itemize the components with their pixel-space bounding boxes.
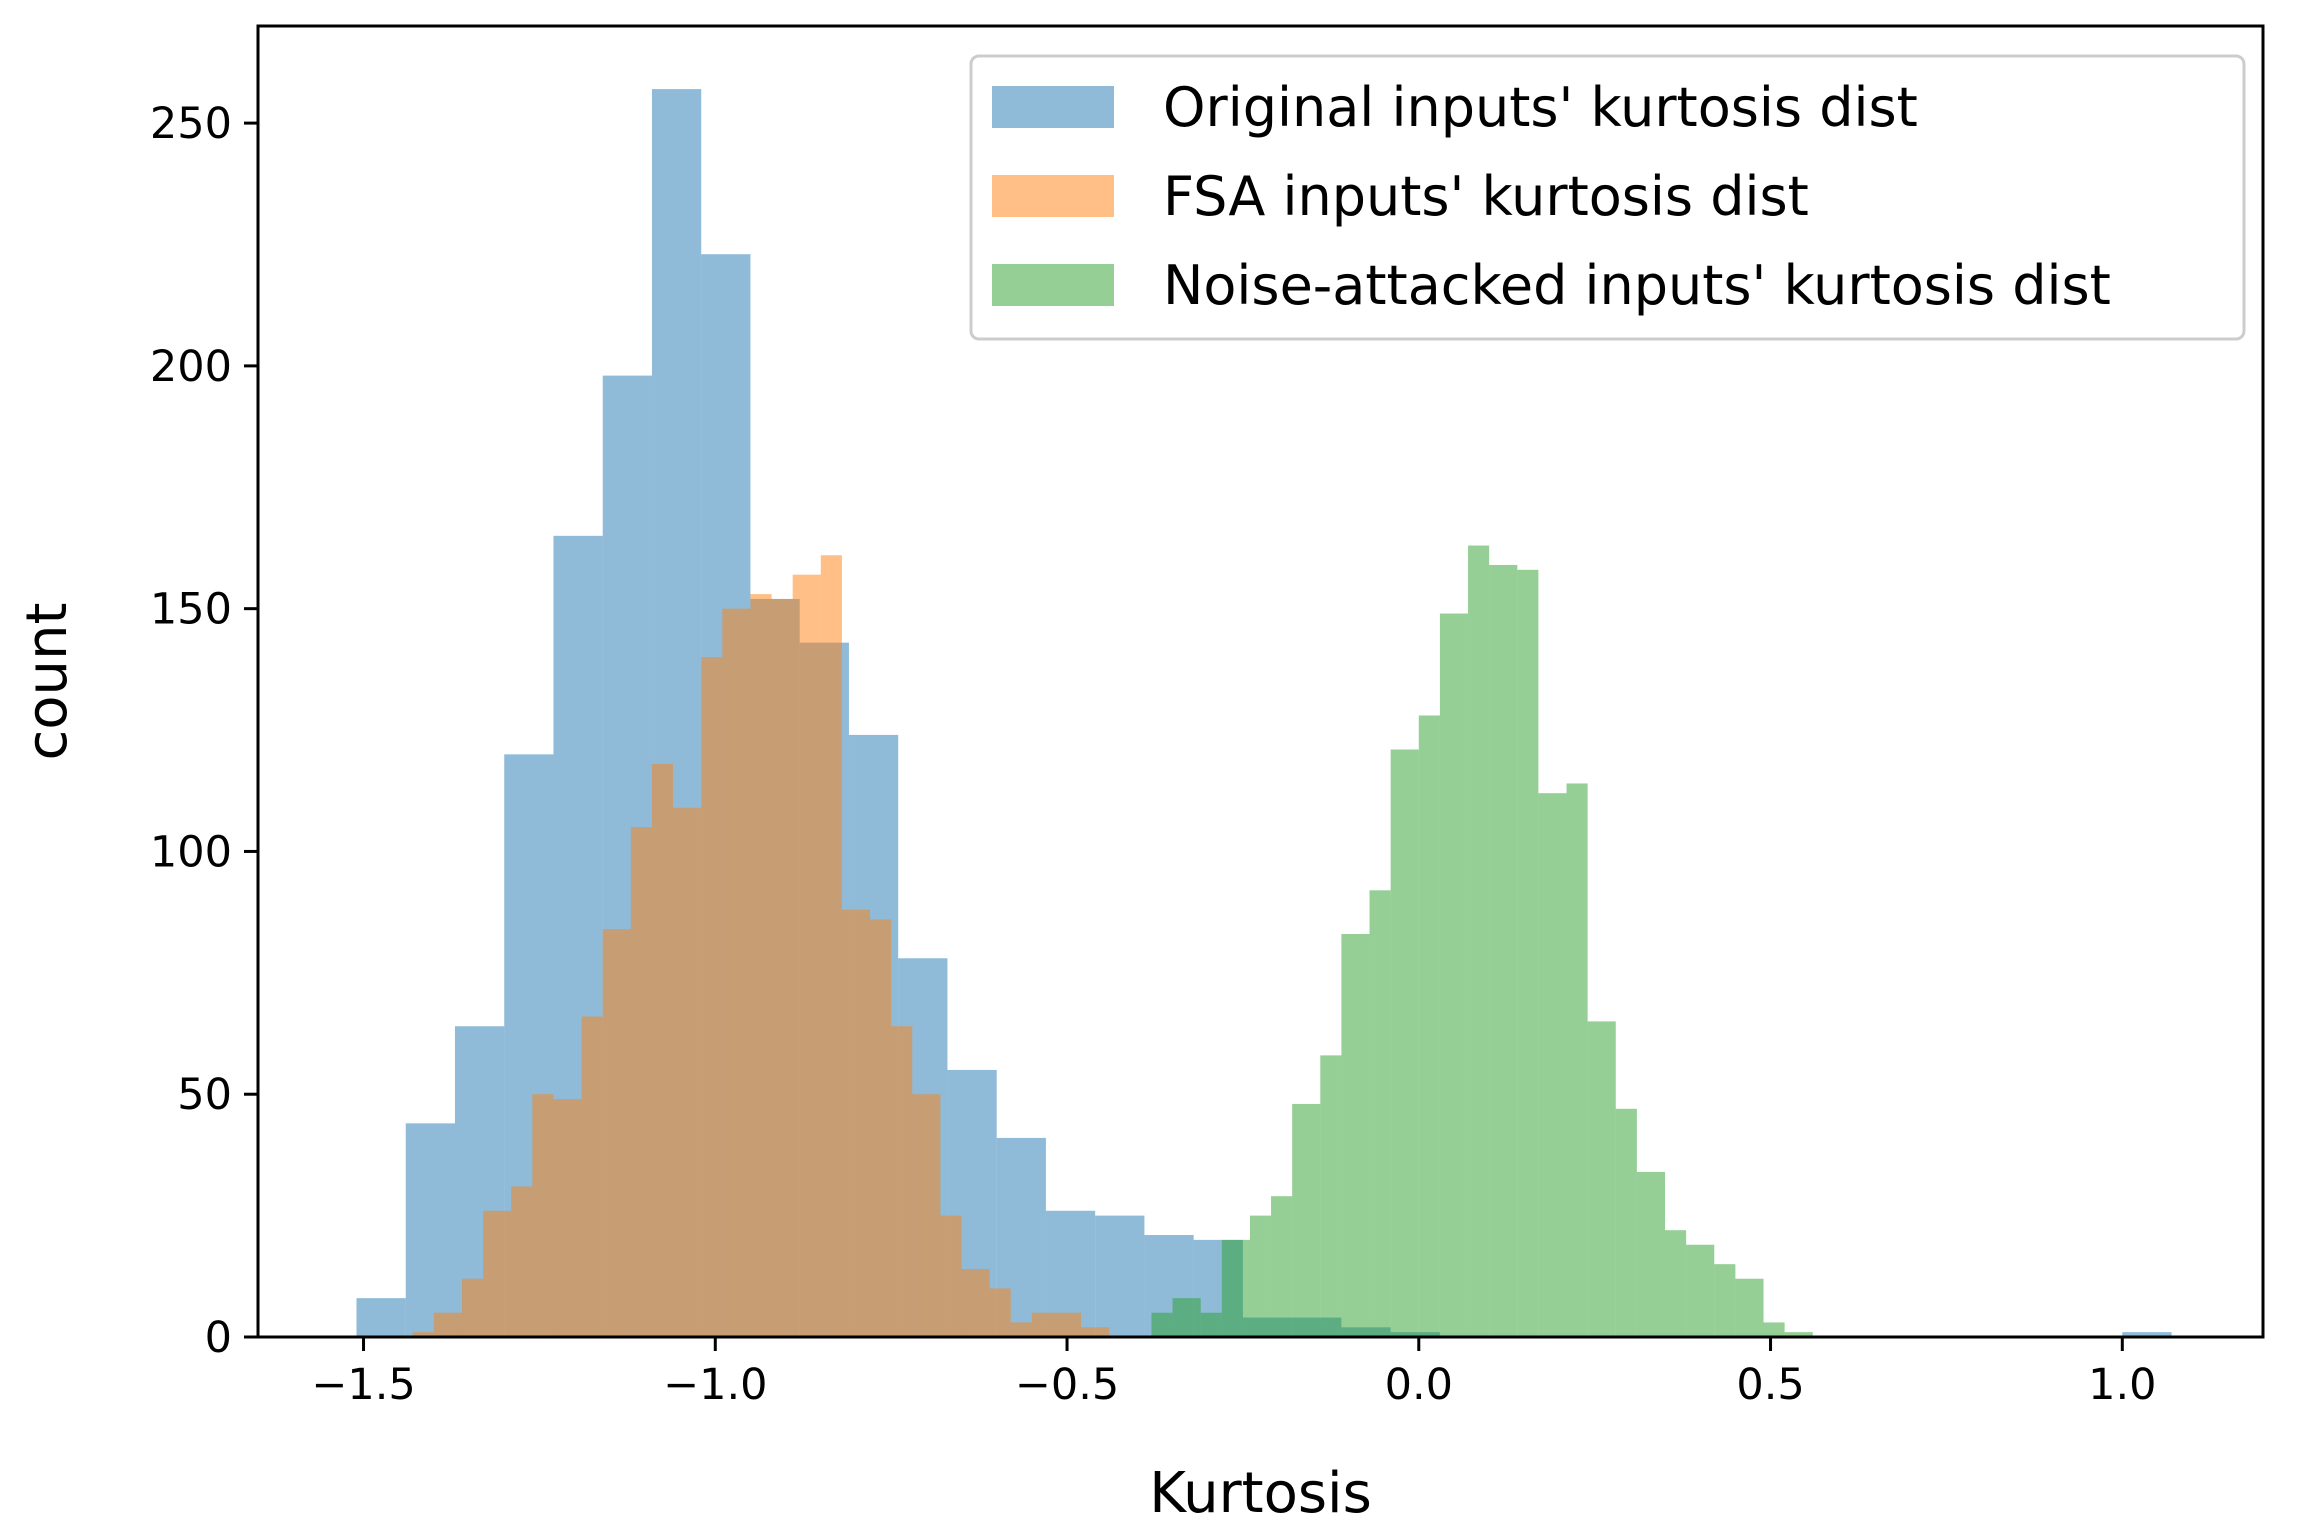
series-2-bars xyxy=(412,555,1110,1337)
y-axis-label: count xyxy=(15,603,80,761)
bar-series-2-27 xyxy=(1031,1312,1060,1337)
y-tick-label: 200 xyxy=(150,342,232,392)
bar-series-3-6 xyxy=(1271,1196,1293,1337)
x-tick-label: −1.0 xyxy=(663,1360,767,1410)
bar-series-3-11 xyxy=(1390,749,1419,1337)
x-axis-ticks: −1.5 −1.0 −0.5 0.0 0.5 1.0 xyxy=(311,1337,2156,1410)
x-tick-label: 0.5 xyxy=(1736,1360,1804,1410)
bar-series-1-16 xyxy=(1095,1215,1145,1337)
bar-series-2-24 xyxy=(961,1269,990,1337)
legend-swatch-3 xyxy=(992,264,1114,306)
bar-series-2-26 xyxy=(1010,1322,1032,1337)
bar-series-3-8 xyxy=(1320,1055,1342,1337)
bar-series-2-25 xyxy=(989,1288,1011,1337)
bar-series-2-19 xyxy=(841,909,871,1337)
bar-series-2-9 xyxy=(602,929,631,1337)
legend-label-3: Noise-attacked inputs' kurtosis dist xyxy=(1163,254,2111,317)
bar-series-2-14 xyxy=(722,608,751,1337)
x-tick-label: 0.0 xyxy=(1385,1360,1453,1410)
legend-label-1: Original inputs' kurtosis dist xyxy=(1163,76,1918,139)
bar-series-3-19 xyxy=(1587,1021,1616,1337)
y-tick-label: 100 xyxy=(150,827,232,877)
legend-swatch-1 xyxy=(992,86,1114,128)
bar-series-2-10 xyxy=(630,827,652,1337)
bar-series-2-7 xyxy=(553,1099,582,1337)
legend-box xyxy=(969,54,2246,341)
legend: Original inputs' kurtosis dist FSA inputs… xyxy=(969,54,2246,341)
bar-series-2-16 xyxy=(771,598,793,1337)
plot-frame xyxy=(256,24,2265,1339)
y-tick-label: 150 xyxy=(150,585,232,635)
bar-series-2-21 xyxy=(891,1026,913,1337)
bar-series-2-1 xyxy=(412,1332,434,1337)
bar-series-1-2 xyxy=(405,1123,455,1337)
series-3-bars xyxy=(1151,545,1813,1337)
bar-series-2-2 xyxy=(433,1312,463,1337)
bar-series-3-24 xyxy=(1714,1264,1736,1337)
bar-series-3-13 xyxy=(1439,613,1469,1337)
bar-series-2-11 xyxy=(651,764,674,1337)
bar-series-3-4 xyxy=(1221,1239,1250,1337)
bar-series-2-5 xyxy=(511,1186,533,1337)
bar-series-3-10 xyxy=(1369,890,1391,1337)
bar-series-2-17 xyxy=(792,574,821,1337)
bar-series-3-23 xyxy=(1686,1244,1715,1337)
bar-series-2-28 xyxy=(1060,1312,1082,1337)
bar-series-1-1 xyxy=(356,1298,406,1337)
bar-series-3-5 xyxy=(1249,1215,1272,1337)
bar-series-2-8 xyxy=(581,1016,603,1337)
bar-series-2-6 xyxy=(532,1094,554,1337)
bar-series-3-17 xyxy=(1538,793,1567,1337)
bar-series-2-22 xyxy=(912,1094,941,1337)
bar-series-3-21 xyxy=(1636,1171,1666,1337)
bar-series-2-13 xyxy=(701,657,723,1337)
bar-series-2-23 xyxy=(940,1215,962,1337)
bar-series-3-25 xyxy=(1735,1278,1764,1337)
bar-series-2-29 xyxy=(1081,1327,1110,1337)
bar-series-3-2 xyxy=(1172,1298,1201,1337)
y-tick-label: 250 xyxy=(150,99,232,149)
bar-series-3-12 xyxy=(1418,715,1440,1337)
bar-series-3-3 xyxy=(1200,1312,1222,1337)
bar-series-3-16 xyxy=(1517,569,1539,1337)
y-tick-label: 50 xyxy=(177,1070,232,1120)
bar-series-3-14 xyxy=(1468,545,1490,1337)
bar-series-3-7 xyxy=(1292,1103,1321,1337)
bar-series-3-18 xyxy=(1566,783,1588,1337)
bar-series-3-26 xyxy=(1763,1322,1785,1337)
bar-series-3-15 xyxy=(1489,564,1518,1337)
x-tick-label: 1.0 xyxy=(2088,1360,2156,1410)
bar-series-2-3 xyxy=(462,1278,484,1337)
bar-series-3-1 xyxy=(1151,1312,1173,1337)
x-tick-label: −1.5 xyxy=(311,1360,415,1410)
y-axis-ticks: 0 50 100 150 200 250 xyxy=(150,99,258,1363)
bar-series-2-12 xyxy=(673,807,702,1337)
y-tick-label: 0 xyxy=(205,1313,232,1363)
legend-swatch-2 xyxy=(992,175,1114,217)
x-axis-label: Kurtosis xyxy=(1149,1461,1372,1526)
bar-series-2-20 xyxy=(870,919,892,1337)
bar-series-2-18 xyxy=(820,555,842,1337)
histogram-bars xyxy=(356,89,2172,1338)
bar-series-3-9 xyxy=(1341,933,1370,1337)
bar-series-2-4 xyxy=(483,1210,512,1337)
bar-series-1-23 xyxy=(2122,1332,2172,1337)
bar-series-3-22 xyxy=(1665,1230,1687,1337)
bar-series-3-20 xyxy=(1615,1108,1637,1337)
legend-label-2: FSA inputs' kurtosis dist xyxy=(1163,165,1809,228)
x-tick-label: −0.5 xyxy=(1015,1360,1119,1410)
bar-series-3-27 xyxy=(1784,1332,1813,1337)
bar-series-2-15 xyxy=(750,594,772,1337)
